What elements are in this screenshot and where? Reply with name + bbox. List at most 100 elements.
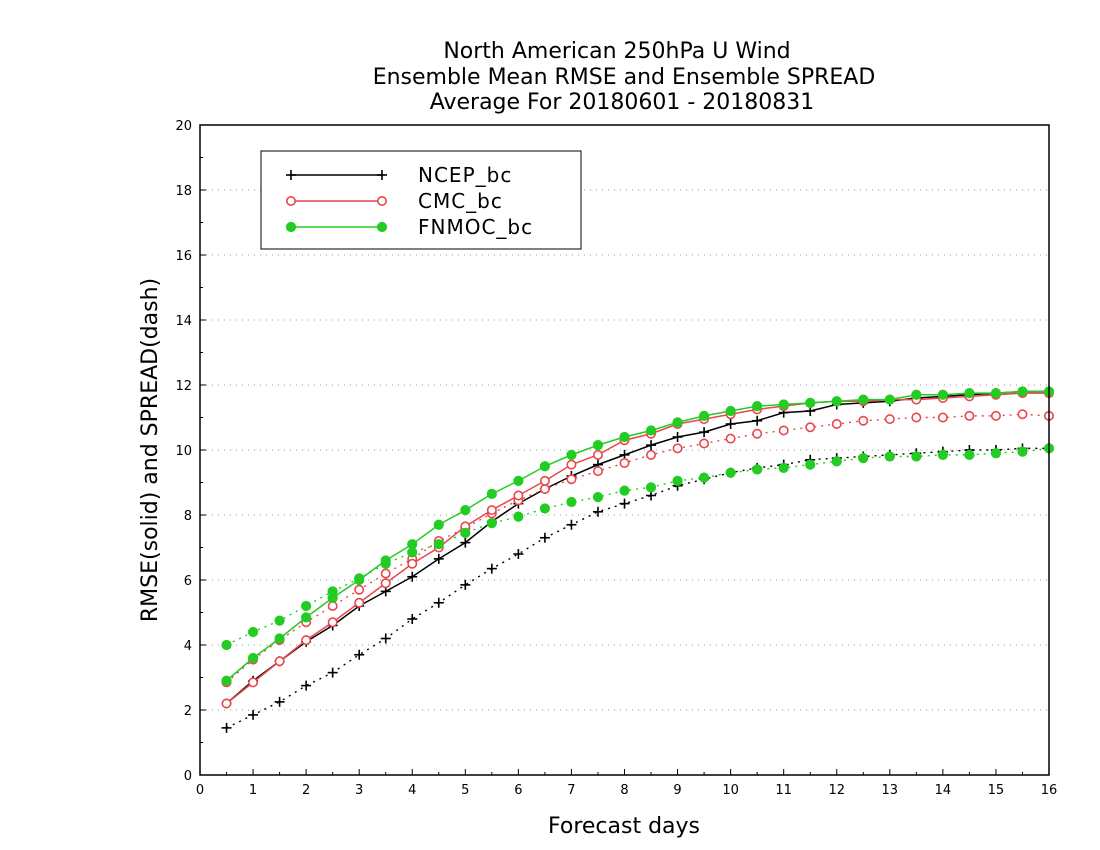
spread-point	[221, 722, 232, 733]
spread-point	[513, 511, 524, 522]
spread-point	[911, 412, 922, 423]
rmse-point	[699, 427, 710, 438]
spread-point	[247, 626, 259, 638]
rmse-point	[380, 578, 391, 589]
rmse-point	[805, 397, 816, 408]
spread-point	[433, 539, 444, 550]
y-tick-label: 4	[184, 639, 192, 654]
rmse-point	[752, 415, 763, 426]
x-tick-label: 7	[567, 783, 575, 798]
rmse-line-FNMOC_bc	[226, 390, 1049, 682]
rmse-point	[566, 449, 577, 460]
legend-marker	[285, 221, 297, 233]
rmse-point	[433, 519, 444, 530]
spread-point	[566, 474, 577, 485]
y-tick-label: 10	[175, 444, 192, 459]
chart-title-line-1: North American 250hPa U Wind	[443, 39, 790, 64]
legend-marker	[376, 221, 388, 233]
rmse-point	[645, 425, 657, 436]
rmse-point	[354, 574, 365, 586]
x-tick-label: 12	[828, 783, 845, 798]
spread-point	[858, 453, 869, 464]
spread-line-FNMOC_bc	[226, 447, 1050, 646]
rmse-point	[327, 617, 338, 628]
spread-point	[301, 600, 312, 612]
x-tick-label: 4	[408, 783, 416, 798]
spread-point	[327, 600, 338, 611]
rmse-point	[407, 539, 418, 550]
rmse-point	[380, 555, 391, 566]
legend-label: FNMOC_bc	[418, 215, 533, 239]
rmse-point	[646, 440, 657, 451]
legend-entry: CMC_bc	[285, 189, 503, 213]
rmse-point	[433, 553, 444, 564]
spread-point	[778, 425, 789, 436]
rmse-point	[247, 652, 259, 664]
spread-point	[274, 615, 285, 626]
spread-point	[221, 639, 232, 651]
x-tick-label: 11	[775, 783, 792, 798]
rmse-point	[301, 612, 312, 623]
chart-title-line-3: Average For 20180601 - 20180831	[430, 90, 815, 115]
rmse-point	[221, 675, 232, 686]
y-tick-label: 20	[175, 119, 192, 134]
spread-point	[407, 614, 418, 624]
chart-title-line-2: Ensemble Mean RMSE and Ensemble SPREAD	[373, 65, 876, 90]
spread-point	[752, 464, 763, 475]
series-layer	[221, 386, 1055, 733]
x-tick-label: 10	[722, 783, 739, 798]
x-tick-label: 0	[196, 783, 204, 798]
rmse-point	[778, 399, 789, 410]
rmse-point	[990, 388, 1002, 399]
rmse-point	[619, 431, 630, 443]
x-tick-label: 15	[988, 783, 1005, 798]
rmse-point	[486, 505, 497, 516]
spread-point	[645, 482, 657, 493]
spread-point	[778, 462, 789, 473]
spread-point	[884, 414, 895, 425]
x-tick-label: 6	[514, 783, 522, 798]
spread-point	[327, 667, 338, 678]
spread-point	[301, 680, 312, 691]
legend-label: CMC_bc	[418, 189, 503, 213]
spread-point	[937, 412, 948, 423]
x-tick-label: 1	[249, 783, 257, 798]
rmse-point	[248, 677, 259, 688]
spread-point	[805, 459, 816, 470]
spread-point	[248, 709, 259, 720]
rmse-point	[460, 537, 471, 548]
spread-point	[592, 506, 603, 517]
spread-point	[964, 410, 975, 421]
x-tick-label: 16	[1041, 783, 1058, 798]
rmse-point	[964, 388, 975, 399]
spread-point	[566, 519, 577, 530]
x-tick-label: 8	[620, 783, 628, 798]
spread-point	[937, 449, 948, 460]
spread-point	[1017, 409, 1028, 420]
x-tick-label: 14	[935, 783, 952, 798]
spread-point	[964, 449, 975, 460]
spread-point	[699, 438, 710, 449]
rmse-point	[752, 401, 763, 412]
spread-point	[380, 633, 391, 644]
spread-line-CMC_bc	[226, 413, 1050, 683]
y-tick-label: 14	[175, 314, 192, 329]
rmse-point	[592, 440, 604, 451]
rmse-point	[539, 461, 551, 472]
legend-entry: NCEP_bc	[286, 163, 511, 187]
x-tick-label: 13	[882, 783, 899, 798]
spread-point	[513, 549, 524, 559]
rmse-point	[354, 597, 365, 608]
rmse-point	[566, 459, 577, 470]
spread-point	[725, 433, 736, 444]
spread-point	[539, 532, 550, 543]
x-tick-label: 3	[355, 783, 363, 798]
rmse-point	[539, 475, 550, 486]
rmse-point	[672, 432, 683, 442]
legend-marker	[286, 170, 296, 180]
legend-entry: FNMOC_bc	[285, 215, 533, 239]
spread-point	[831, 418, 842, 429]
rmse-line-CMC_bc	[226, 392, 1049, 705]
x-tick-label: 2	[302, 783, 310, 798]
rmse-point	[513, 490, 524, 501]
